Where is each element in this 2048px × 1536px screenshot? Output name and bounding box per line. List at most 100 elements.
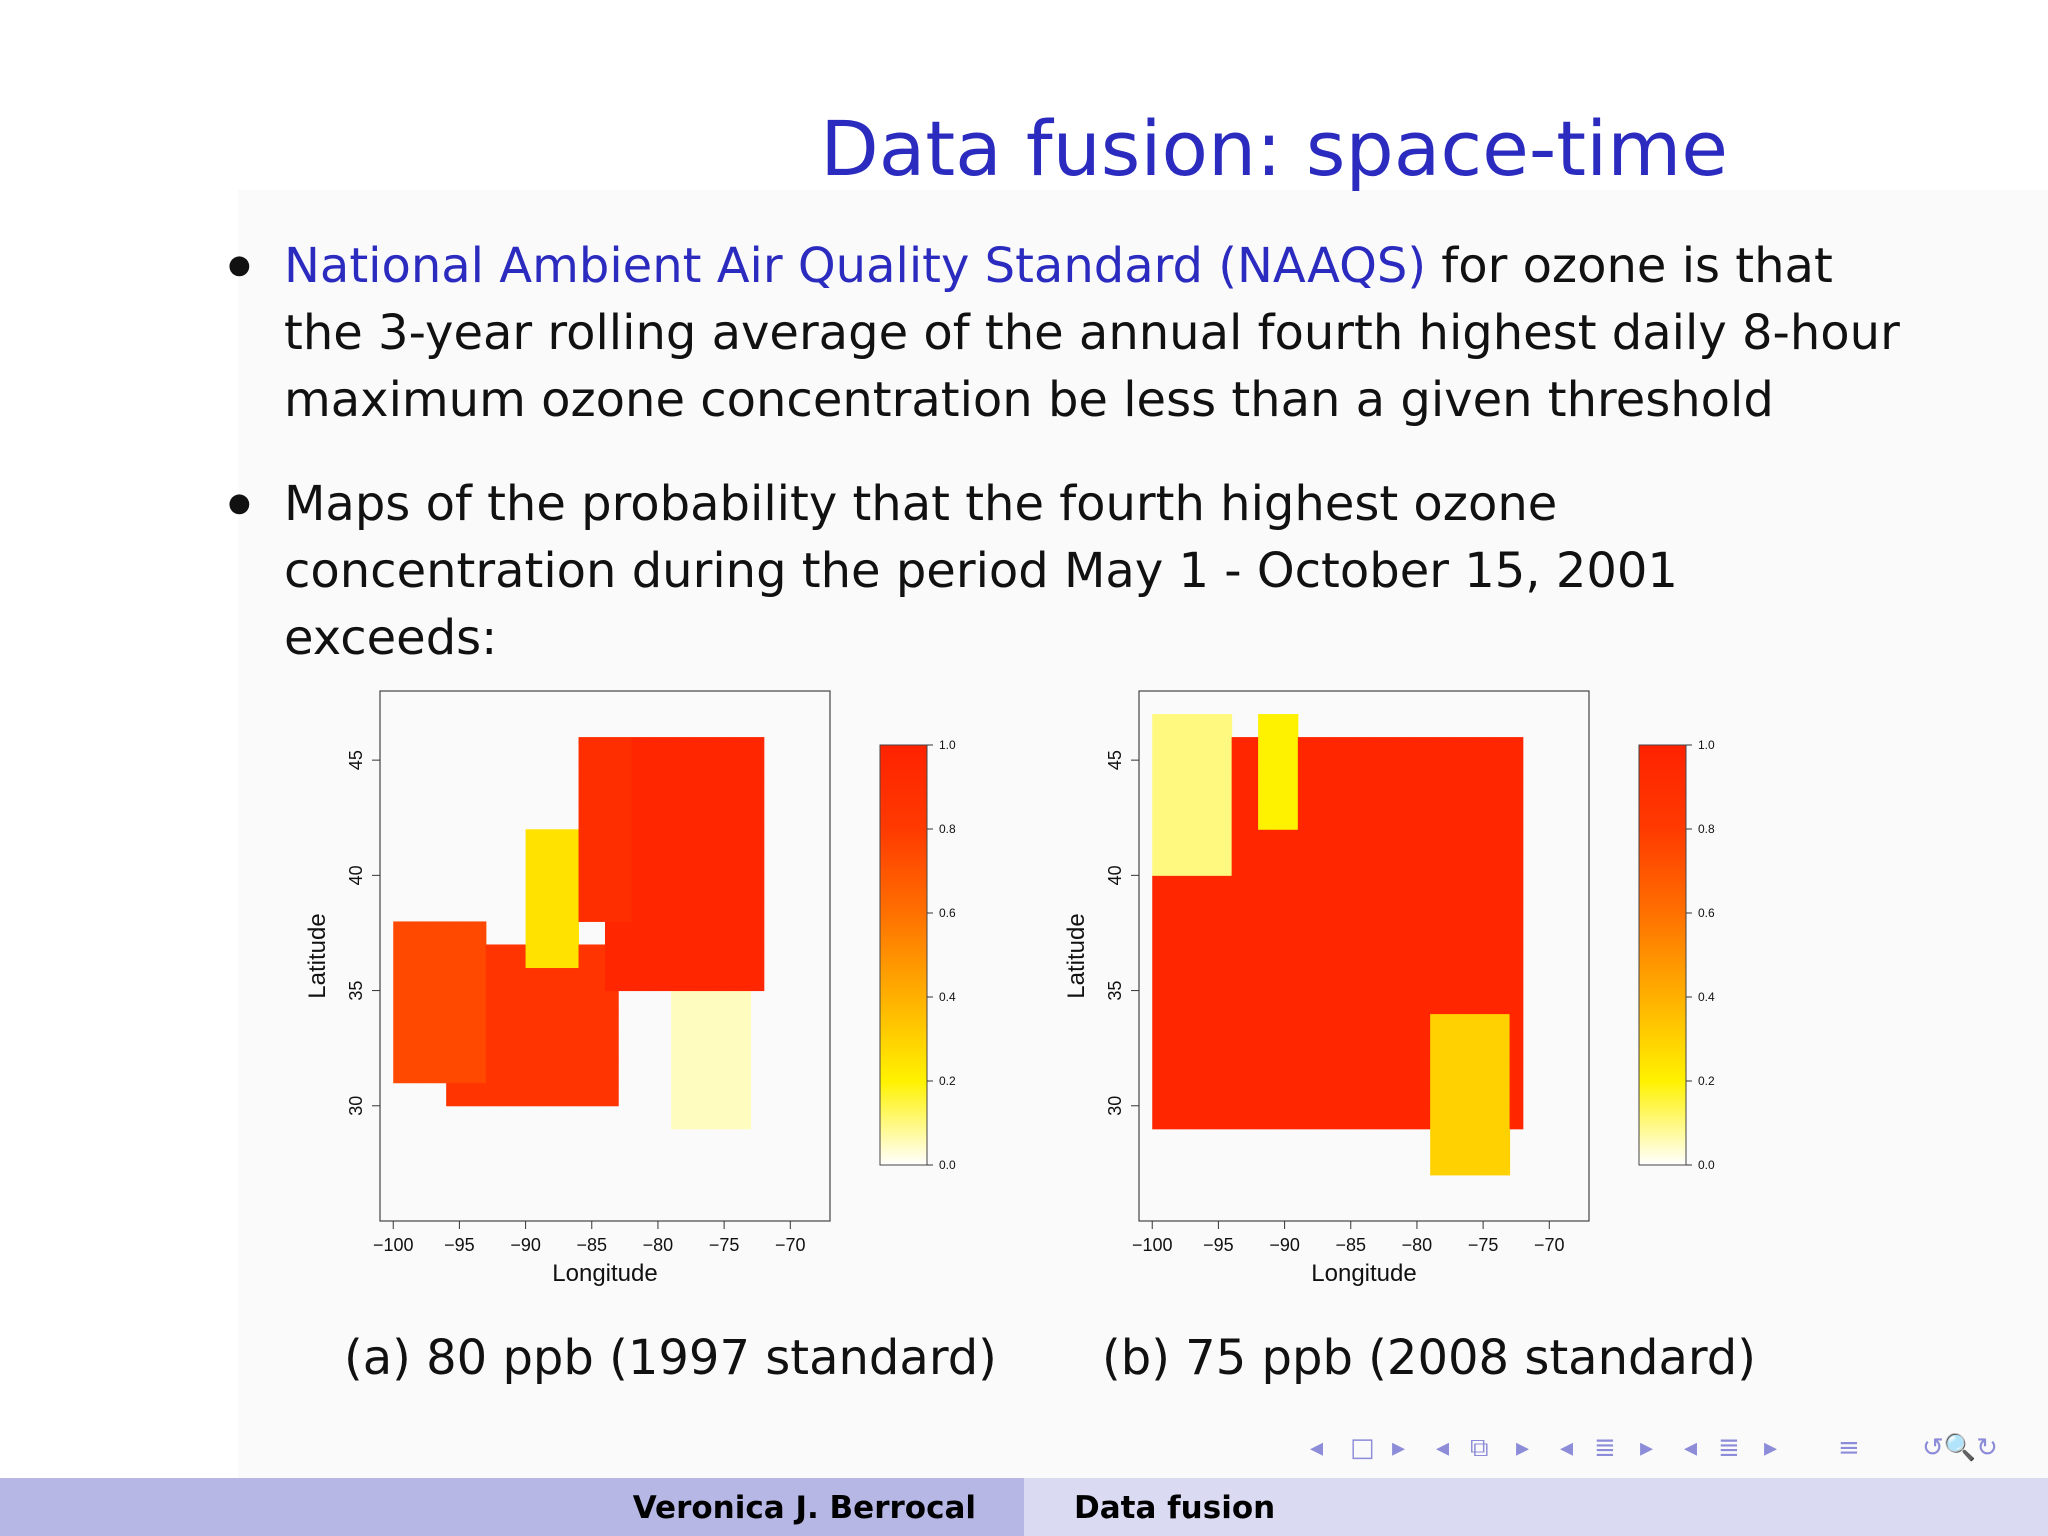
heat-cell: [1218, 829, 1233, 853]
heat-cell: [1311, 1105, 1325, 1130]
heat-cell: [432, 921, 447, 945]
nav-right-arrow-icon[interactable]: ▸: [1764, 1433, 1778, 1463]
heat-cell: [512, 1036, 527, 1061]
nav-left-arrow-icon[interactable]: ◂: [1436, 1433, 1450, 1463]
heat-cell: [1297, 967, 1312, 992]
heat-cell: [631, 760, 646, 784]
bullet-text-2: Maps of the probability that the fourth …: [284, 471, 1904, 672]
heat-cell: [1311, 898, 1325, 922]
align-icon[interactable]: ≡: [1838, 1433, 1860, 1463]
heat-cell: [1337, 829, 1352, 853]
heat-cell: [1152, 944, 1166, 969]
heat-cell: [1258, 806, 1272, 830]
probability-map-a: −100 −95 −90 −85 −80 −75 −70 30 35 40 45 Longitude L…: [290, 685, 990, 1305]
heat-cell: [432, 1013, 447, 1038]
heat-cell: [1231, 760, 1246, 784]
heat-cell: [737, 806, 752, 830]
heat-cell: [1469, 875, 1484, 899]
heat-cell: [538, 990, 553, 1015]
nav-right-arrow-icon[interactable]: ▸: [1392, 1433, 1406, 1463]
heat-cell: [1483, 760, 1497, 784]
section-icon[interactable]: ≣: [1718, 1433, 1740, 1463]
heat-cell: [578, 1059, 593, 1084]
heat-cell: [1443, 944, 1458, 969]
nav-right-arrow-icon[interactable]: ▸: [1640, 1433, 1654, 1463]
heat-cell: [1205, 898, 1219, 922]
heat-cell: [1191, 852, 1206, 876]
heat-cell: [1231, 944, 1246, 969]
heat-cell: [1443, 760, 1458, 784]
heat-cell: [1337, 760, 1352, 784]
heat-cell: [1496, 898, 1511, 922]
heat-cell: [1297, 783, 1312, 807]
subsection-icon[interactable]: ⧉: [1470, 1433, 1489, 1463]
heat-cell: [1456, 737, 1471, 761]
heat-cell: [1258, 714, 1272, 738]
heat-cell: [1271, 783, 1286, 807]
colorbar-label: 1.0: [1698, 738, 1715, 752]
heat-cell: [644, 898, 659, 922]
heat-cell: [1231, 806, 1246, 830]
heat-cell: [1152, 760, 1166, 784]
heat-cell: [1456, 1151, 1471, 1176]
y-axis-label: Latitude: [304, 913, 331, 998]
heat-cell: [1443, 1082, 1458, 1107]
x-tick-label: −85: [1335, 1235, 1366, 1255]
heat-cell: [1297, 806, 1312, 830]
heat-cell: [1469, 1128, 1484, 1153]
heat-cell: [552, 875, 566, 899]
search-zoom-icon[interactable]: ↺🔍↻: [1922, 1433, 1998, 1463]
heat-cell: [631, 875, 646, 899]
heat-cell: [1390, 944, 1405, 969]
heat-cell: [750, 783, 765, 807]
heat-cell: [393, 944, 407, 969]
heat-cell: [1390, 783, 1405, 807]
heat-cell: [1350, 875, 1365, 899]
heat-cell: [1218, 737, 1233, 761]
heat-cell: [525, 1082, 540, 1107]
heat-cell: [671, 921, 685, 945]
x-tick-label: −90: [1269, 1235, 1300, 1255]
nav-right-arrow-icon[interactable]: ▸: [1516, 1433, 1530, 1463]
heat-cell: [565, 1082, 580, 1107]
heat-cell: [657, 783, 672, 807]
heat-cell: [1483, 829, 1497, 853]
x-tick-label: −70: [775, 1235, 806, 1255]
heat-cells: [1152, 714, 1524, 1176]
heat-cell: [472, 990, 487, 1015]
heat-cell: [565, 967, 580, 992]
heat-cell: [1364, 1059, 1378, 1084]
x-tick-label: −80: [1402, 1235, 1433, 1255]
heat-cell: [1218, 852, 1233, 876]
frame-box-icon[interactable]: □: [1350, 1433, 1375, 1463]
heat-cell: [578, 1082, 593, 1107]
heat-cell: [406, 967, 421, 992]
heat-cell: [406, 1013, 421, 1038]
heat-cell: [697, 967, 712, 992]
heat-cell: [552, 898, 566, 922]
nav-left-arrow-icon[interactable]: ◂: [1684, 1433, 1698, 1463]
heat-cell: [1416, 967, 1431, 992]
heat-cell: [1469, 806, 1484, 830]
heat-cell: [1271, 1036, 1286, 1061]
heat-cell: [1377, 1082, 1391, 1107]
nav-left-arrow-icon[interactable]: ◂: [1560, 1433, 1574, 1463]
nav-left-arrow-icon[interactable]: ◂: [1310, 1433, 1324, 1463]
heat-cell: [1284, 829, 1299, 853]
heat-cell: [1456, 783, 1471, 807]
heat-cell: [710, 783, 725, 807]
heat-cell: [1403, 852, 1418, 876]
heat-cell: [1469, 829, 1484, 853]
heat-cell: [1456, 1059, 1471, 1084]
heat-cell: [684, 944, 699, 969]
heat-cell: [631, 852, 646, 876]
heat-cell: [1483, 806, 1497, 830]
y-tick-label: 45: [1105, 750, 1125, 770]
heat-cell: [1191, 1059, 1206, 1084]
heat-cell: [1430, 1082, 1444, 1107]
section-icon[interactable]: ≣: [1594, 1433, 1616, 1463]
x-tick-label: −80: [643, 1235, 674, 1255]
heat-cell: [1337, 852, 1352, 876]
x-tick-label: −95: [444, 1235, 475, 1255]
heat-cell: [472, 1082, 487, 1107]
